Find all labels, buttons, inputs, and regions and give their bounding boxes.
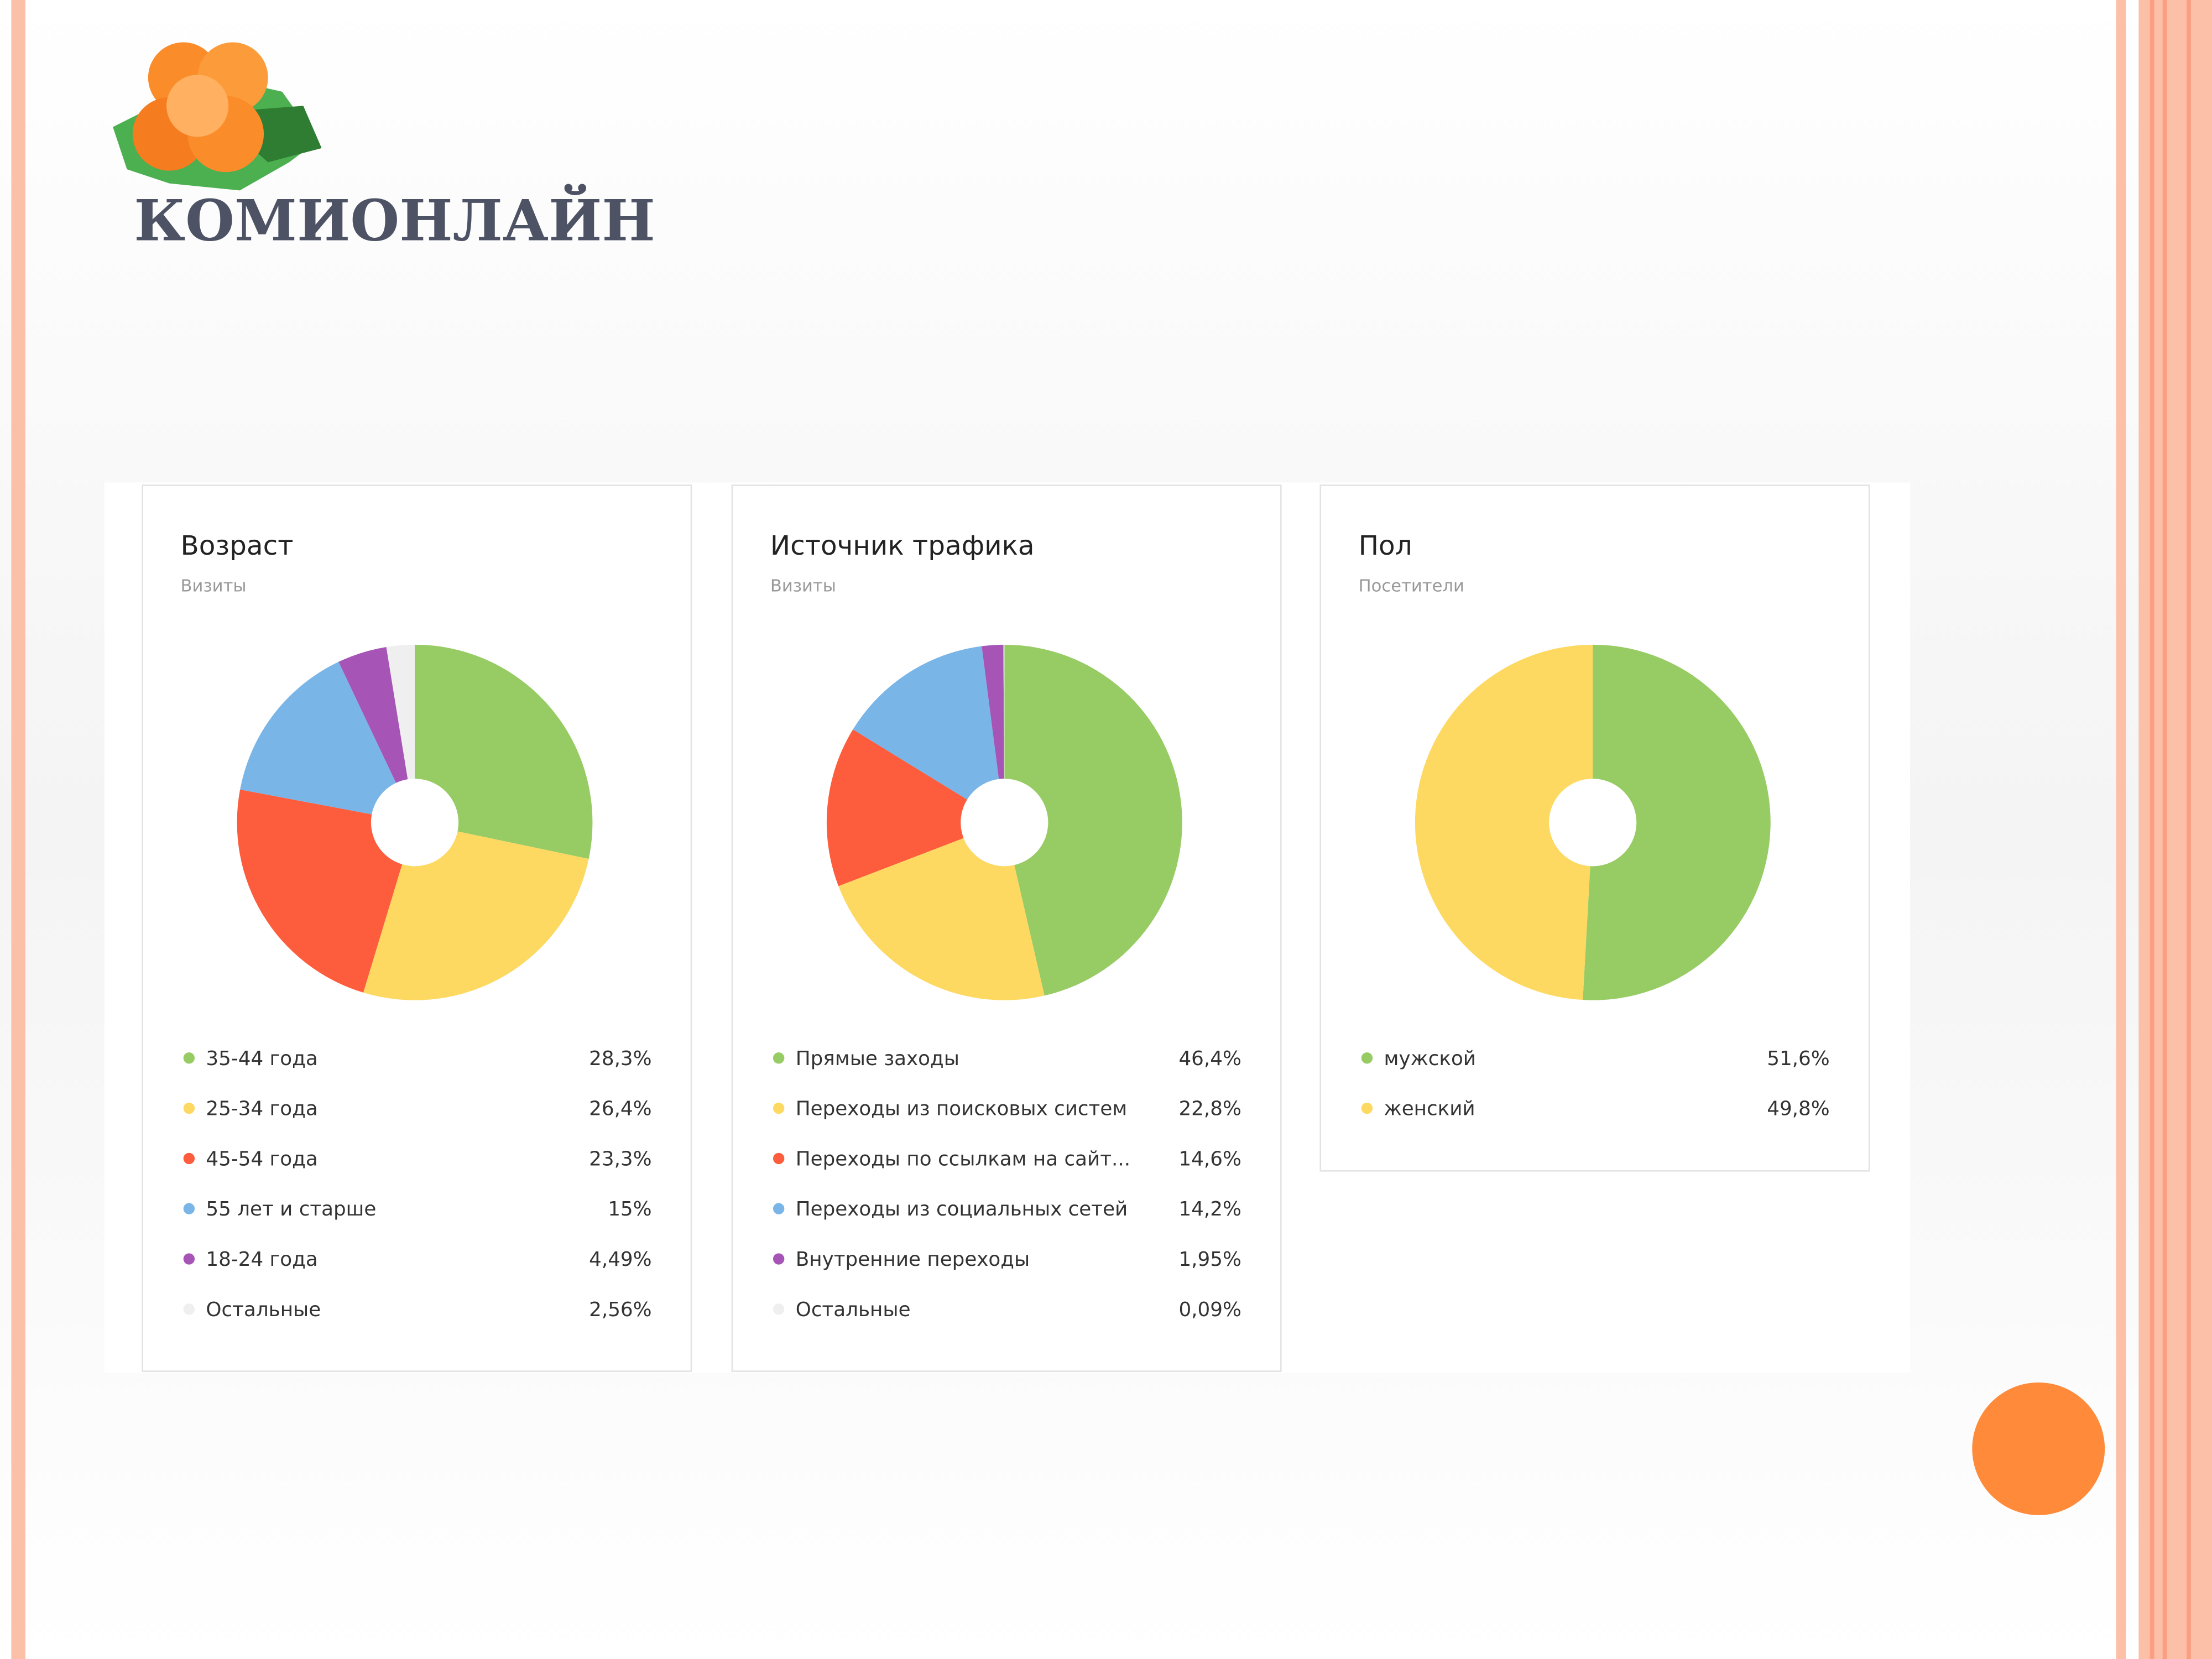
chart-subtitle: Посетители <box>1359 577 1464 596</box>
legend-marker <box>1361 1052 1373 1064</box>
legend-marker <box>773 1052 785 1064</box>
legend-marker <box>773 1102 785 1114</box>
legend-label: 18-24 года <box>206 1248 317 1271</box>
legend-marker <box>183 1303 195 1315</box>
legend-marker <box>183 1253 195 1265</box>
panel <box>1319 484 1870 1172</box>
legend-marker <box>773 1203 785 1214</box>
legend-marker <box>183 1152 195 1165</box>
legend-label: женский <box>1384 1098 1475 1120</box>
pie-slice <box>853 646 999 800</box>
pie-slice <box>1003 644 1005 779</box>
pie-slice <box>240 661 397 815</box>
legend-label: Остальные <box>796 1298 911 1321</box>
pie-slice <box>363 831 589 1000</box>
legend-marker <box>1361 1102 1373 1114</box>
legend-marker <box>183 1203 195 1214</box>
legend-value: 14,2% <box>1178 1198 1241 1220</box>
chart-title: Пол <box>1359 530 1412 561</box>
legend-label: Внутренние переходы <box>796 1248 1030 1271</box>
chart-title: Возраст <box>181 530 294 561</box>
pie-slice <box>415 644 593 859</box>
legend-label: Прямые заходы <box>796 1047 959 1070</box>
decor-circle <box>1972 1383 2105 1515</box>
pie-slice <box>1415 644 1593 1000</box>
legend-value: 22,8% <box>1178 1098 1241 1120</box>
chart-title: Источник трафика <box>770 530 1035 561</box>
legend-value: 51,6% <box>1767 1047 1829 1070</box>
chart-subtitle: Визиты <box>181 577 247 596</box>
legend-value: 15% <box>608 1198 651 1220</box>
legend-label: Остальные <box>206 1298 321 1321</box>
legend-label: 25-34 года <box>206 1098 317 1120</box>
legend-label: Переходы из поисковых систем <box>796 1098 1127 1120</box>
pie-slice <box>1004 644 1182 996</box>
legend-marker <box>773 1152 785 1165</box>
legend-value: 46,4% <box>1178 1047 1241 1070</box>
legend-marker <box>183 1102 195 1114</box>
legend-value: 14,6% <box>1178 1147 1241 1170</box>
legend-label: мужской <box>1384 1047 1476 1070</box>
pie-slice <box>982 644 1004 779</box>
legend-value: 49,8% <box>1767 1098 1829 1120</box>
slide-title: КОМИОНЛАЙН <box>134 184 655 254</box>
legend-value: 4,49% <box>589 1248 651 1271</box>
legend-value: 23,3% <box>589 1147 651 1170</box>
pie-slice <box>237 789 403 993</box>
legend-label: Переходы из социальных сетей <box>796 1198 1128 1220</box>
legend-label: Переходы по ссылкам на сайт... <box>796 1147 1130 1170</box>
pie-slice <box>838 838 1045 1000</box>
legend-value: 1,95% <box>1178 1248 1241 1271</box>
legend-marker <box>773 1253 785 1265</box>
legend-marker <box>773 1303 785 1315</box>
legend-value: 2,56% <box>589 1298 651 1321</box>
pie-slice <box>338 646 408 783</box>
legend-label: 55 лет и старше <box>206 1198 376 1220</box>
legend-label: 35-44 года <box>206 1047 317 1070</box>
pie-slice <box>1583 644 1771 1000</box>
pie-slice <box>386 644 415 780</box>
legend-label: 45-54 года <box>206 1147 317 1170</box>
legend-marker <box>183 1052 195 1064</box>
left-stripe <box>11 0 25 1659</box>
right-stripes <box>2116 0 2212 1659</box>
legend-value: 0,09% <box>1178 1298 1241 1321</box>
chart-subtitle: Визиты <box>770 577 836 596</box>
logo <box>113 42 322 191</box>
legend-value: 28,3% <box>589 1047 651 1070</box>
pie-slice <box>826 729 967 886</box>
legend-value: 26,4% <box>589 1098 651 1120</box>
